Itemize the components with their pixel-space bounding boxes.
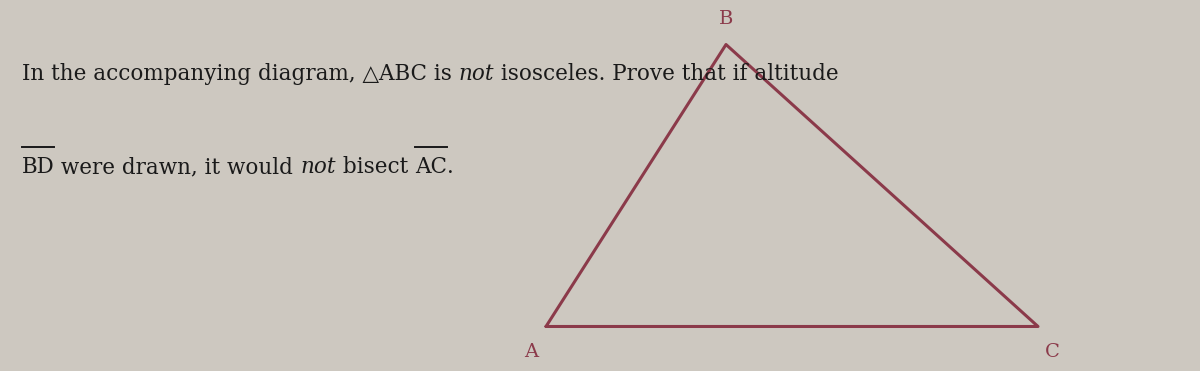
Text: C: C xyxy=(1045,344,1060,361)
Text: isosceles. Prove that if altitude: isosceles. Prove that if altitude xyxy=(494,63,839,85)
Text: B: B xyxy=(719,10,733,27)
Text: not: not xyxy=(458,63,494,85)
Text: A: A xyxy=(524,344,539,361)
Text: not: not xyxy=(300,156,336,178)
Text: bisect: bisect xyxy=(336,156,415,178)
Text: AC: AC xyxy=(415,156,446,178)
Text: In the accompanying diagram, △ABC is: In the accompanying diagram, △ABC is xyxy=(22,63,458,85)
Text: .: . xyxy=(446,156,454,178)
Text: BD: BD xyxy=(22,156,54,178)
Text: were drawn, it would: were drawn, it would xyxy=(54,156,300,178)
